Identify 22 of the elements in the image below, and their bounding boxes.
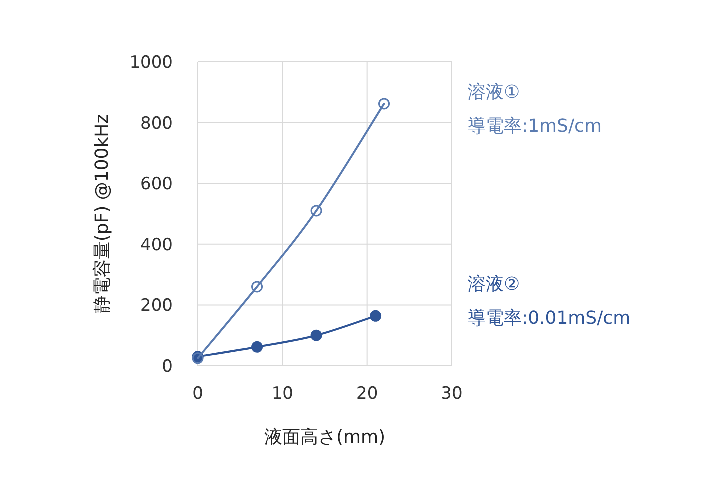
- y-tick-label: 600: [140, 174, 173, 195]
- text: 導電率:0.01mS/cm: [468, 308, 631, 330]
- y-tick-label: 0: [162, 357, 173, 377]
- text: 導電率:1mS/cm: [468, 116, 602, 137]
- point: [252, 341, 264, 353]
- text: 溶液①: [468, 82, 520, 103]
- x-tick-label: 0: [192, 384, 204, 404]
- point: [378, 98, 390, 110]
- point: [370, 310, 382, 322]
- text: 溶液②: [468, 274, 520, 296]
- point: [252, 281, 264, 293]
- y-tick-label: 400: [140, 235, 173, 256]
- x-tick-label: 30: [441, 384, 463, 404]
- y-tick-label: 200: [140, 296, 173, 316]
- point: [310, 205, 322, 217]
- x-tick-label: 10: [272, 384, 294, 404]
- y-tick-label: 1000: [130, 53, 173, 73]
- x-axis-title: 液面高さ(mm): [264, 427, 386, 448]
- y-axis-title: 静電容量(pF) @100kHz: [92, 114, 113, 314]
- x-tick-label: 20: [356, 384, 378, 404]
- point: [310, 330, 322, 342]
- y-tick-label: 800: [140, 114, 173, 134]
